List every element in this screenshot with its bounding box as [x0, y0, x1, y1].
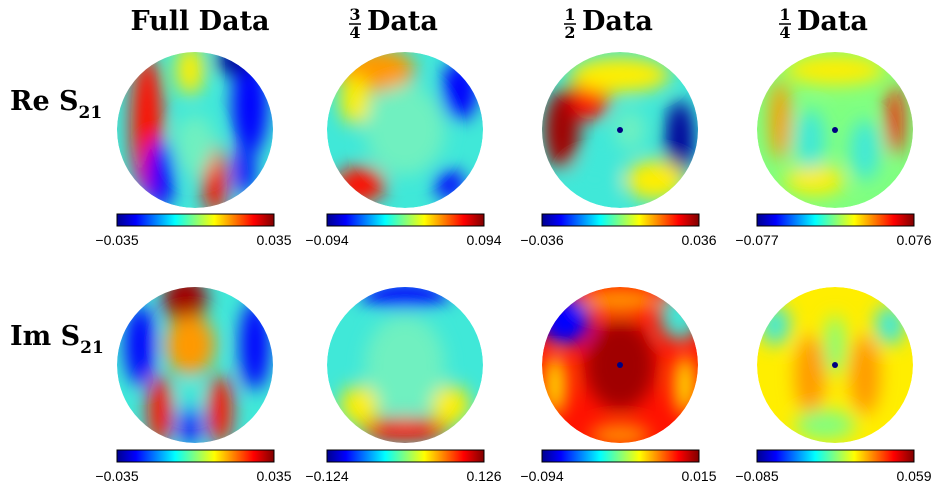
colorbar-max: 0.036	[681, 232, 716, 248]
colorbar-min: −0.077	[735, 232, 778, 248]
colorbar-max: 0.059	[896, 468, 931, 484]
column-title: Data	[367, 6, 438, 37]
row-label-text: Im S	[10, 321, 80, 352]
fraction-numerator: 3	[349, 5, 360, 24]
colorbar-max: 0.015	[681, 468, 716, 484]
field-disk	[117, 52, 273, 208]
colorbar	[541, 213, 700, 227]
fraction-numerator: 1	[779, 5, 790, 24]
colorbar	[326, 449, 485, 463]
colorbar-max: 0.035	[256, 232, 291, 248]
colorbar-min: −0.036	[520, 232, 563, 248]
field-disk	[542, 52, 698, 208]
colorbar	[756, 213, 915, 227]
colorbar-min: −0.035	[95, 232, 138, 248]
field-disk	[117, 287, 273, 443]
colorbar	[116, 449, 275, 463]
column-title: Data	[582, 6, 653, 37]
row-label-subscript: 21	[79, 103, 103, 123]
row-label-text: Re S	[10, 86, 79, 117]
colorbar-max: 0.094	[466, 232, 501, 248]
colorbar-min: −0.094	[305, 232, 348, 248]
fraction-denominator: 4	[349, 23, 360, 42]
colorbar-min: −0.035	[95, 468, 138, 484]
row-label: Im S21	[10, 321, 104, 358]
colorbar	[756, 449, 915, 463]
colorbar-max: 0.126	[466, 468, 501, 484]
column-title: Full Data	[130, 6, 269, 37]
colorbar-min: −0.085	[735, 468, 778, 484]
colorbar-min: −0.094	[520, 468, 563, 484]
field-disk	[327, 52, 483, 208]
row-label: Re S21	[10, 86, 102, 123]
fraction-denominator: 4	[779, 23, 790, 42]
column-title: Data	[797, 6, 868, 37]
field-disk	[542, 287, 698, 443]
colorbar	[326, 213, 485, 227]
colorbar-max: 0.076	[896, 232, 931, 248]
row-label-subscript: 21	[80, 338, 104, 358]
colorbar-max: 0.035	[256, 468, 291, 484]
colorbar	[116, 213, 275, 227]
colorbar-min: −0.124	[305, 468, 348, 484]
fraction-denominator: 2	[564, 23, 575, 42]
fraction-numerator: 1	[564, 5, 575, 24]
field-disk	[757, 52, 913, 208]
colorbar	[541, 449, 700, 463]
field-disk	[757, 287, 913, 443]
field-disk	[327, 287, 483, 443]
